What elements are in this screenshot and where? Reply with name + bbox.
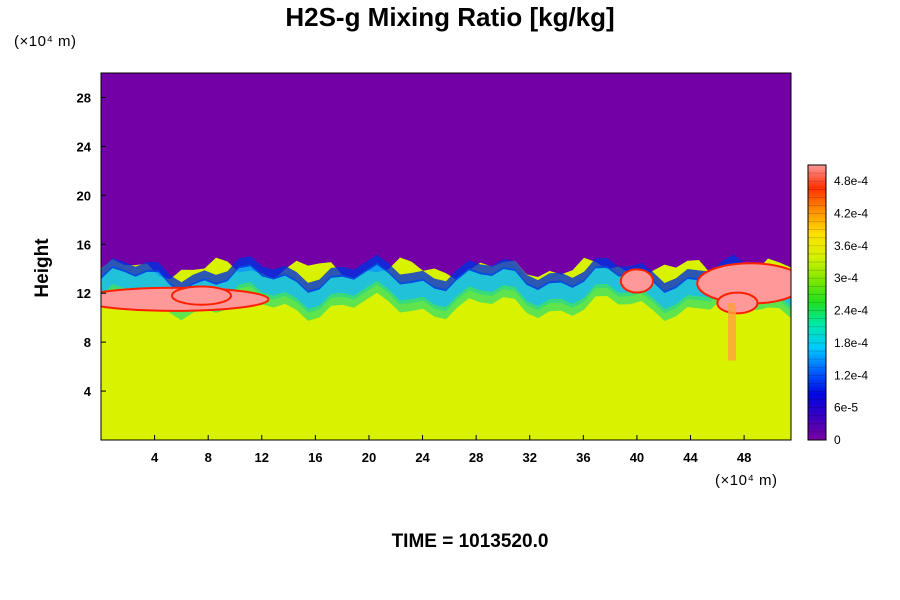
x-tick-label: 8	[205, 450, 212, 465]
y-axis-ticks: 4 8 12 16 20 24 28	[77, 90, 106, 399]
y-tick-label: 24	[77, 139, 92, 154]
y-tick-label: 20	[77, 188, 91, 203]
colorbar-tick-label: 4.2e-4	[834, 207, 868, 221]
time-annotation: TIME = 1013520.0	[391, 531, 549, 552]
y-tick-label: 28	[77, 90, 91, 105]
high-concentration-pocket-3	[619, 268, 654, 294]
chart-title: H2S-g Mixing Ratio [kg/kg]	[285, 2, 615, 32]
x-axis-ticks: 4 8 12 16 20 24 28 32 36 40 44 48	[151, 435, 751, 465]
high-concentration-pocket-5	[716, 291, 759, 315]
heatmap-field	[101, 73, 791, 440]
y-tick-label: 16	[77, 237, 91, 252]
colorbar-tick-label: 0	[834, 433, 841, 447]
colorbar: 0 6e-5 1.2e-4 1.8e-4 2.4e-4 3e-4 3.6e-4 4.2e-4 4…	[807, 164, 868, 447]
colorbar-tick-label: 3.6e-4	[834, 239, 868, 253]
y-tick-label: 8	[84, 335, 91, 350]
x-tick-label: 16	[308, 450, 322, 465]
x-tick-label: 4	[151, 450, 159, 465]
high-concentration-pocket-2	[171, 285, 232, 306]
plume-column	[728, 302, 737, 361]
colorbar-tick-label: 3e-4	[834, 271, 858, 285]
colorbar-tick-label: 6e-5	[834, 401, 858, 415]
x-tick-label: 24	[415, 450, 430, 465]
x-tick-label: 20	[362, 450, 376, 465]
colorbar-tick-label: 2.4e-4	[834, 304, 868, 318]
colorbar-tick-label: 4.8e-4	[834, 174, 868, 188]
x-tick-label: 28	[469, 450, 483, 465]
colorbar-gradient	[807, 164, 827, 441]
y-axis-unit: (×10⁴ m)	[14, 33, 77, 50]
x-tick-label: 12	[255, 450, 269, 465]
upper-region	[101, 73, 791, 281]
x-tick-label: 40	[630, 450, 644, 465]
colorbar-tick-label: 1.8e-4	[834, 336, 868, 350]
x-tick-label: 32	[523, 450, 537, 465]
mixing-band-blue	[101, 254, 791, 293]
y-tick-label: 12	[77, 286, 91, 301]
x-axis-unit: (×10⁴ m)	[715, 472, 778, 489]
plot-frame	[100, 72, 792, 441]
y-tick-label: 4	[84, 384, 92, 399]
x-tick-label: 44	[683, 450, 698, 465]
mixing-band-green	[101, 280, 791, 321]
x-tick-label: 48	[737, 450, 751, 465]
colorbar-tick-label: 1.2e-4	[834, 368, 868, 382]
x-tick-label: 36	[576, 450, 590, 465]
